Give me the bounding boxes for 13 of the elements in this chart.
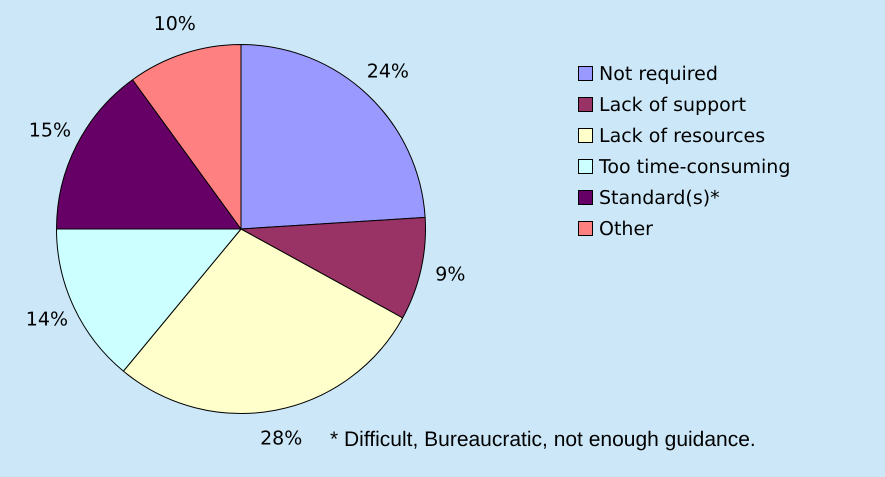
legend-label: Too time-consuming — [598, 154, 790, 180]
legend-label: Not required — [598, 62, 719, 86]
legend-label: Standard(s)* — [598, 186, 721, 210]
legend-label: Lack of support — [598, 92, 748, 118]
legend-label: Other — [598, 216, 654, 242]
data-label: 10% — [154, 12, 196, 35]
legend-label: Lack of resources — [598, 124, 766, 148]
data-label: 28% — [260, 428, 302, 450]
data-label: 24% — [366, 60, 409, 83]
data-label: 9% — [435, 264, 466, 286]
data-label: 14% — [26, 308, 68, 330]
text: * Difficult, Bureaucratic, not enough guidance. — [330, 428, 756, 452]
data-label: 15% — [28, 120, 71, 142]
